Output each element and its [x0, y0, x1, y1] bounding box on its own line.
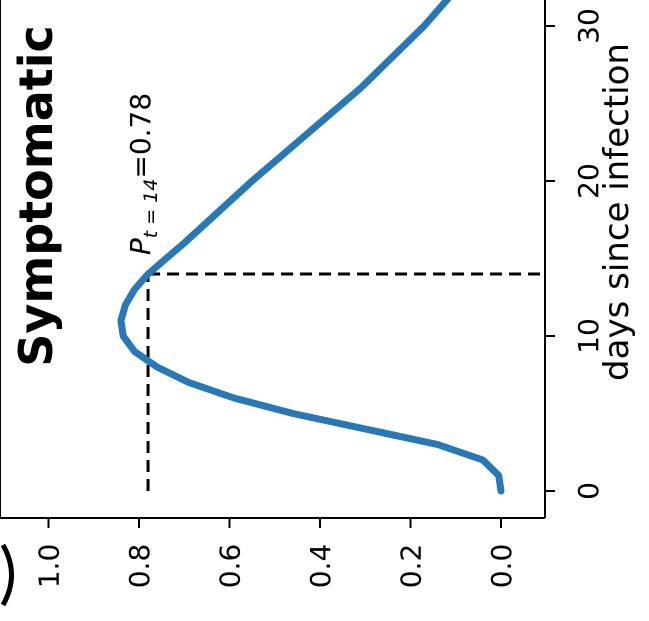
x-tick-label: 20 [572, 163, 605, 199]
annotation-subscript: t = 14 [140, 179, 162, 239]
y-axis-ticks: 0.0 0.2 0.4 0.6 0.8 1.0 [32, 518, 518, 588]
y-tick-label: 0.4 [304, 544, 337, 589]
x-axis-ticks: 0 10 20 30 [545, 8, 605, 500]
y-tick-label: 0.0 [485, 544, 518, 589]
x-tick-label: 10 [572, 318, 605, 354]
annotation-value: =0.78 [124, 93, 157, 179]
x-tick-label: 30 [572, 8, 605, 44]
x-axis-label: days since infection [597, 43, 637, 381]
series-line-symptomatic [117, 0, 505, 495]
annotation-main: P [124, 238, 157, 255]
chart-title: Symptomatic [9, 25, 63, 367]
plot-frame [0, 0, 546, 519]
y-tick-label: 0.6 [213, 544, 246, 589]
annotation-probability: Pt = 14=0.78 [124, 93, 162, 255]
adjacent-panel-fragment [0, 543, 14, 607]
y-tick-label: 0.2 [394, 544, 427, 589]
x-tick-label: 0 [572, 482, 605, 500]
y-tick-label: 0.8 [123, 544, 156, 589]
y-tick-label: 1.0 [32, 544, 65, 589]
